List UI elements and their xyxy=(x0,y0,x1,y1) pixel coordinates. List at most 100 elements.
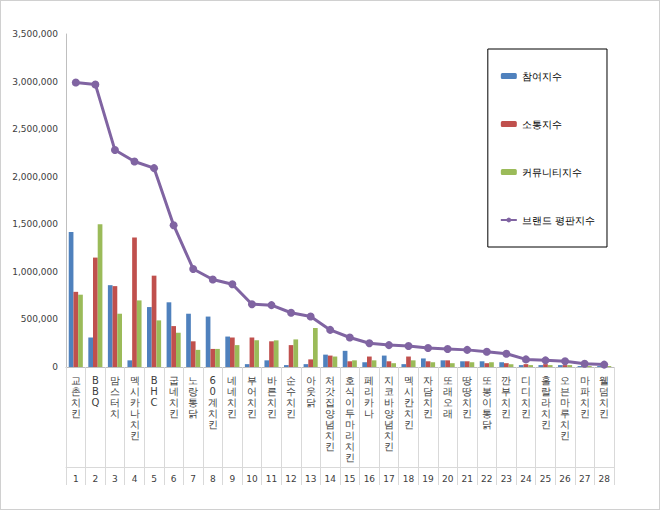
svg-text:14: 14 xyxy=(324,474,336,484)
svg-text:훌: 훌 xyxy=(541,375,551,386)
svg-text:치: 치 xyxy=(560,419,570,430)
svg-text:른: 른 xyxy=(267,386,277,397)
svg-text:멕: 멕 xyxy=(404,375,414,386)
svg-text:카: 카 xyxy=(130,397,140,408)
svg-text:치: 치 xyxy=(227,397,237,408)
svg-text:이: 이 xyxy=(345,397,355,408)
svg-text:치: 치 xyxy=(541,408,551,419)
svg-text:호: 호 xyxy=(345,375,355,386)
svg-text:참여지수: 참여지수 xyxy=(522,71,562,82)
svg-text:치: 치 xyxy=(247,397,257,408)
svg-text:Q: Q xyxy=(91,397,99,408)
svg-text:3: 3 xyxy=(112,474,118,484)
svg-text:식: 식 xyxy=(345,386,355,397)
svg-text:시: 시 xyxy=(130,386,140,397)
svg-text:시: 시 xyxy=(404,386,414,397)
svg-text:봉: 봉 xyxy=(482,386,492,397)
svg-text:굽: 굽 xyxy=(169,375,179,386)
svg-text:치: 치 xyxy=(130,419,140,430)
svg-text:22: 22 xyxy=(481,474,492,484)
svg-text:킨: 킨 xyxy=(560,430,570,441)
svg-text:치: 치 xyxy=(71,397,81,408)
svg-text:계: 계 xyxy=(208,397,218,408)
svg-text:리: 리 xyxy=(345,430,355,441)
svg-text:0: 0 xyxy=(210,386,216,397)
svg-text:1,500,000: 1,500,000 xyxy=(12,219,58,229)
svg-text:4: 4 xyxy=(132,474,138,484)
svg-text:10: 10 xyxy=(246,474,258,484)
svg-text:6: 6 xyxy=(210,375,216,386)
svg-text:나: 나 xyxy=(364,408,374,419)
svg-text:B: B xyxy=(92,386,99,397)
svg-text:교: 교 xyxy=(71,375,81,386)
svg-text:15: 15 xyxy=(344,474,355,484)
svg-text:11: 11 xyxy=(266,474,277,484)
svg-text:치: 치 xyxy=(110,408,120,419)
svg-text:두: 두 xyxy=(345,408,355,419)
svg-text:9: 9 xyxy=(229,474,235,484)
svg-text:치: 치 xyxy=(521,397,531,408)
svg-text:랑: 랑 xyxy=(188,386,198,397)
svg-text:3,500,000: 3,500,000 xyxy=(12,29,58,39)
svg-text:킨: 킨 xyxy=(208,419,218,430)
svg-text:킨: 킨 xyxy=(423,408,433,419)
svg-text:킨: 킨 xyxy=(345,452,355,463)
svg-text:킨: 킨 xyxy=(541,419,551,430)
svg-text:치: 치 xyxy=(169,397,179,408)
svg-text:양: 양 xyxy=(384,408,394,419)
svg-text:12: 12 xyxy=(285,474,296,484)
svg-text:치: 치 xyxy=(462,397,472,408)
svg-text:오: 오 xyxy=(443,397,453,408)
svg-text:땅: 땅 xyxy=(462,375,472,386)
svg-text:킨: 킨 xyxy=(71,408,81,419)
svg-text:치: 치 xyxy=(404,408,414,419)
svg-text:네: 네 xyxy=(169,386,179,397)
svg-text:킨: 킨 xyxy=(521,408,531,419)
svg-text:브랜드 평판지수: 브랜드 평판지수 xyxy=(522,215,595,226)
svg-text:25: 25 xyxy=(540,474,551,484)
svg-text:치: 치 xyxy=(599,397,609,408)
svg-text:맘: 맘 xyxy=(110,375,120,386)
svg-text:5: 5 xyxy=(151,474,157,484)
svg-text:치: 치 xyxy=(345,441,355,452)
svg-text:킨: 킨 xyxy=(404,419,414,430)
svg-text:치: 치 xyxy=(325,430,335,441)
svg-text:랄: 랄 xyxy=(541,386,551,397)
svg-text:킨: 킨 xyxy=(247,408,257,419)
svg-text:오: 오 xyxy=(560,375,570,386)
svg-text:칸: 칸 xyxy=(404,397,414,408)
svg-text:지: 지 xyxy=(384,375,394,386)
svg-text:순: 순 xyxy=(286,375,296,386)
svg-text:노: 노 xyxy=(188,375,198,386)
svg-text:킨: 킨 xyxy=(462,408,472,419)
svg-text:페: 페 xyxy=(364,375,374,386)
svg-text:부: 부 xyxy=(247,375,257,386)
svg-text:디: 디 xyxy=(521,386,531,397)
svg-text:어: 어 xyxy=(247,386,257,397)
svg-text:18: 18 xyxy=(403,474,415,484)
svg-text:치: 치 xyxy=(423,397,433,408)
svg-text:멕: 멕 xyxy=(130,375,140,386)
svg-text:래: 래 xyxy=(443,386,453,397)
svg-text:념: 념 xyxy=(384,419,394,430)
svg-text:H: H xyxy=(150,386,158,397)
svg-text:13: 13 xyxy=(305,474,316,484)
svg-text:네: 네 xyxy=(227,386,237,397)
svg-text:7: 7 xyxy=(190,474,196,484)
svg-text:치: 치 xyxy=(580,397,590,408)
svg-text:통: 통 xyxy=(482,408,492,419)
svg-text:소통지수: 소통지수 xyxy=(522,119,562,130)
svg-text:디: 디 xyxy=(521,375,531,386)
svg-text:념: 념 xyxy=(325,419,335,430)
svg-text:마: 마 xyxy=(580,375,590,386)
svg-text:24: 24 xyxy=(520,474,532,484)
svg-text:웰: 웰 xyxy=(599,375,609,386)
svg-text:수: 수 xyxy=(286,386,296,397)
svg-text:킨: 킨 xyxy=(267,408,277,419)
svg-text:루: 루 xyxy=(560,408,570,419)
svg-text:8: 8 xyxy=(210,474,216,484)
svg-text:킨: 킨 xyxy=(130,430,140,441)
svg-text:치: 치 xyxy=(501,397,511,408)
svg-text:스: 스 xyxy=(110,386,120,397)
svg-text:갓: 갓 xyxy=(325,386,335,397)
